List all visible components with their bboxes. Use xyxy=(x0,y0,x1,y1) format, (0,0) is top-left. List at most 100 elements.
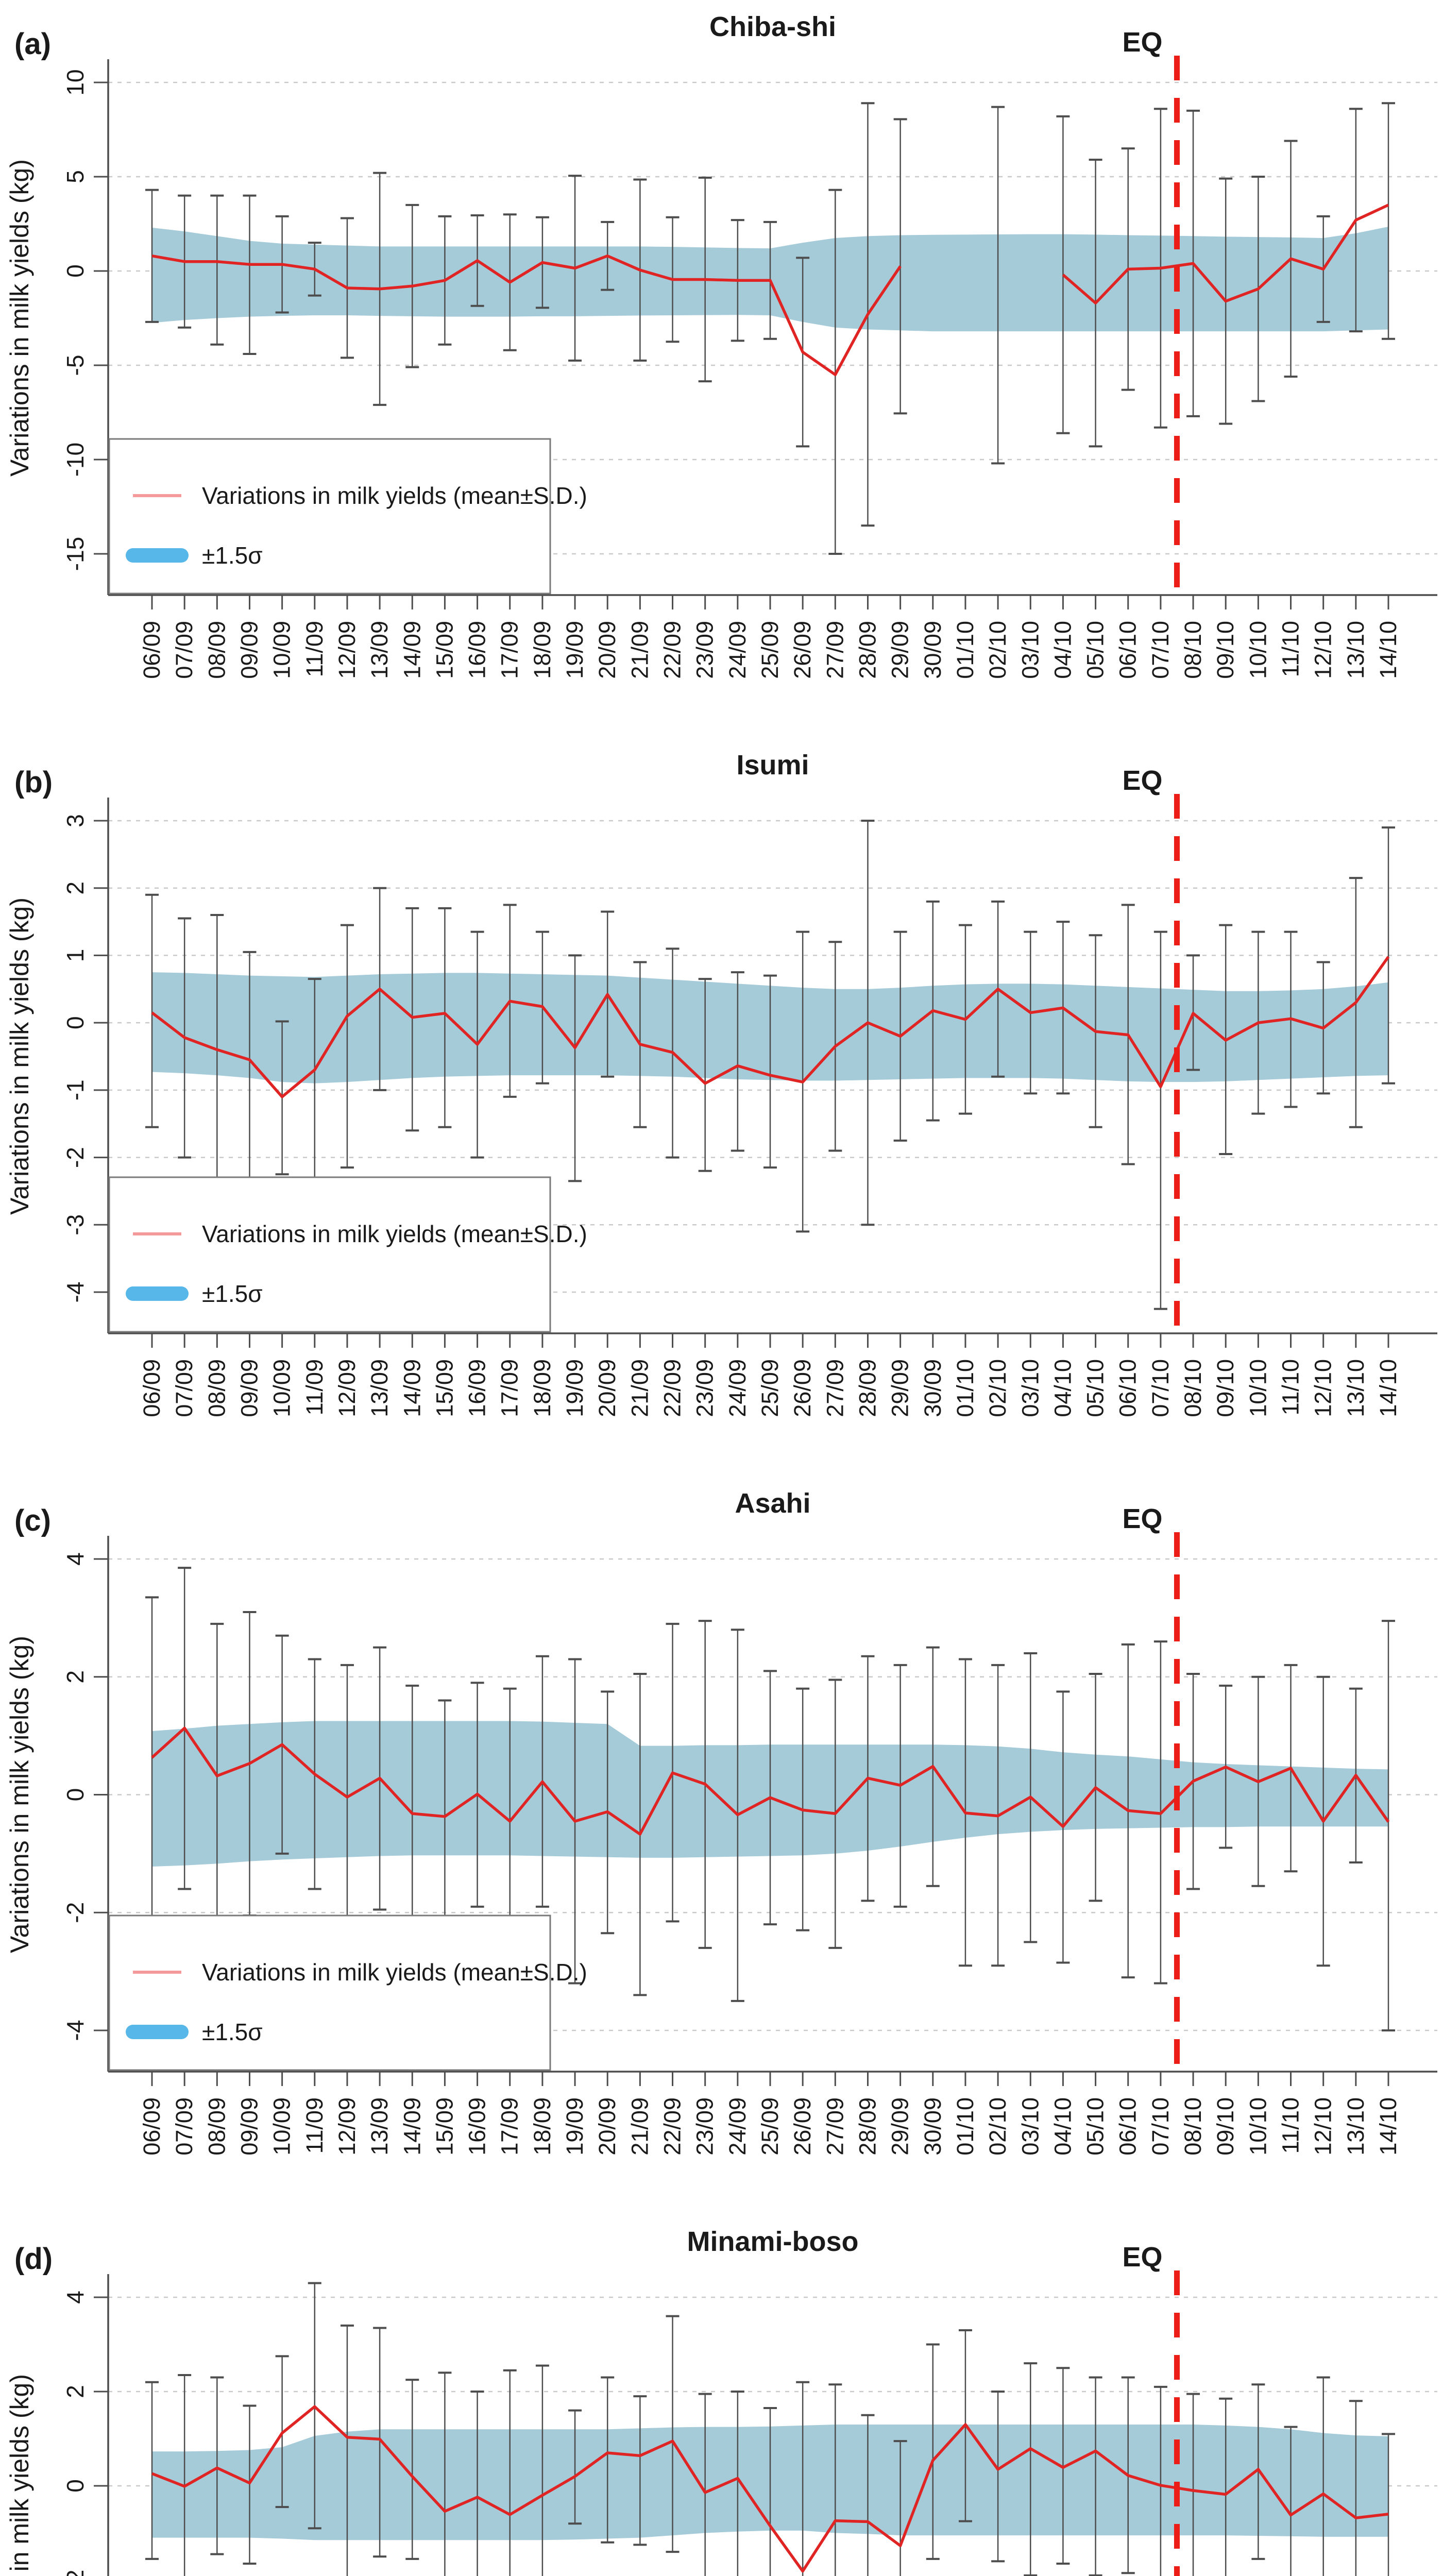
x-tick-label: 11/09 xyxy=(301,621,328,677)
x-tick-label: 14/10 xyxy=(1375,1359,1401,1417)
y-tick-label: 5 xyxy=(62,170,89,183)
legend-band-label: ±1.5σ xyxy=(202,1280,263,1307)
eq-annotation: EQ xyxy=(1122,27,1162,58)
eq-annotation: EQ xyxy=(1122,2242,1162,2273)
x-tick-label: 26/09 xyxy=(789,1359,816,1417)
y-tick-label: -2 xyxy=(62,1902,89,1923)
x-tick-label: 12/10 xyxy=(1310,621,1336,679)
x-tick-label: 06/09 xyxy=(139,621,165,679)
x-tick-label: 06/09 xyxy=(139,1359,165,1417)
legend-band-label: ±1.5σ xyxy=(202,2019,263,2045)
x-tick-label: 24/09 xyxy=(724,2097,751,2156)
chart-title: Isumi xyxy=(736,750,809,781)
legend-line-label: Variations in milk yields (mean±S.D.) xyxy=(202,482,587,509)
panel-asahi: 420-2-406/09 07/09 08/09 09/09 10/09 11/09 12/… xyxy=(5,1488,1437,2156)
legend: Variations in milk yields (mean±S.D.) ±1… xyxy=(108,1176,587,1333)
x-tick-label: 09/09 xyxy=(236,1359,262,1417)
x-tick-label: 30/09 xyxy=(920,2097,946,2156)
x-tick-label: 29/09 xyxy=(887,621,913,679)
chart-layer-d: 420-2-4-606/0907/0908/0909/0910/0911/091… xyxy=(62,2270,1437,2576)
x-tick-label: 12/10 xyxy=(1310,1359,1336,1417)
x-tick-label: 09/10 xyxy=(1212,1359,1238,1417)
legend: Variations in milk yields (mean±S.D.) ±1… xyxy=(108,438,587,595)
y-axis-label: Variations in milk yields (kg) xyxy=(5,897,34,1215)
y-tick-label: 1 xyxy=(62,949,89,962)
y-tick-label: -2 xyxy=(62,1147,89,1168)
mean-line xyxy=(151,2405,1389,2573)
x-tick-label: 28/09 xyxy=(854,621,880,679)
x-tick-label: 29/09 xyxy=(887,2097,913,2156)
x-tick-label: 17/09 xyxy=(497,621,523,679)
y-axis-label: Variations in milk yields (kg) xyxy=(5,159,34,477)
x-tick-label: 14/09 xyxy=(399,2097,425,2156)
x-tick-label: 11/09 xyxy=(301,2097,328,2154)
x-tick-label: 06/10 xyxy=(1115,621,1141,679)
mean-line xyxy=(151,254,902,377)
x-tick-label: 20/09 xyxy=(594,621,620,679)
x-tick-label: 27/09 xyxy=(822,2097,848,2156)
x-tick-label: 03/10 xyxy=(1017,2097,1043,2156)
legend-box xyxy=(108,1914,551,2071)
x-tick-label: 04/10 xyxy=(1049,1359,1076,1417)
x-tick-label: 10/09 xyxy=(269,621,295,679)
legend: Variations in milk yields (mean±S.D.) ±1… xyxy=(108,1914,587,2071)
x-tick-label: 11/10 xyxy=(1278,1359,1304,1415)
y-tick-label: 0 xyxy=(62,264,89,278)
legend-band-label: ±1.5σ xyxy=(202,542,263,569)
y-tick-label: -2 xyxy=(62,2570,89,2576)
eq-label-text: EQ xyxy=(1122,1503,1162,1534)
mean-line xyxy=(1062,204,1389,304)
x-tick-label: 06/09 xyxy=(139,2097,165,2156)
x-tick-label: 15/09 xyxy=(431,1359,457,1417)
eq-label-text: EQ xyxy=(1122,2242,1162,2273)
x-tick-label: 08/09 xyxy=(203,1359,230,1417)
eq-label-text: EQ xyxy=(1122,765,1162,796)
x-tick-label: 15/09 xyxy=(431,2097,457,2156)
x-tick-label: 07/09 xyxy=(171,2097,197,2156)
y-tick-label: 2 xyxy=(62,882,89,895)
x-tick-label: 20/09 xyxy=(594,1359,620,1417)
y-tick-label: 10 xyxy=(62,69,89,95)
x-tick-label: 14/10 xyxy=(1375,621,1401,679)
x-tick-label: 21/09 xyxy=(626,621,653,679)
x-tick-label: 07/10 xyxy=(1147,2097,1174,2156)
y-tick-label: -15 xyxy=(62,537,89,571)
y-axis-label: Variations in milk yields (kg) xyxy=(5,1636,34,1953)
y-tick-label: 2 xyxy=(62,2385,89,2398)
mean-line xyxy=(151,1726,1390,1836)
x-tick-label: 06/10 xyxy=(1115,2097,1141,2156)
x-tick-label: 16/09 xyxy=(464,621,490,679)
x-tick-label: 08/10 xyxy=(1180,1359,1206,1417)
x-tick-label: 29/09 xyxy=(887,1359,913,1417)
x-tick-label: 14/09 xyxy=(399,621,425,679)
x-tick-label: 16/09 xyxy=(464,1359,490,1417)
x-tick-label: 06/10 xyxy=(1115,1359,1141,1417)
x-tick-label: 12/09 xyxy=(334,2097,360,2156)
x-tick-label: 30/09 xyxy=(920,621,946,679)
x-tick-label: 18/09 xyxy=(529,621,555,679)
x-tick-label: 02/10 xyxy=(984,621,1011,679)
x-tick-label: 11/10 xyxy=(1278,621,1304,677)
x-tick-label: 01/10 xyxy=(952,2097,978,2156)
panel-letter: (b) xyxy=(14,766,53,799)
y-tick-label: 2 xyxy=(62,1670,89,1684)
y-tick-label: 4 xyxy=(62,1552,89,1566)
x-tick-label: 05/10 xyxy=(1082,1359,1109,1417)
x-tick-label: 04/10 xyxy=(1049,621,1076,679)
y-tick-label: -4 xyxy=(62,2020,89,2041)
x-tick-label: 13/10 xyxy=(1343,621,1369,679)
x-tick-label: 18/09 xyxy=(529,2097,555,2156)
legend-box xyxy=(108,438,551,595)
x-tick-label: 01/10 xyxy=(952,1359,978,1417)
x-tick-label: 22/09 xyxy=(659,1359,686,1417)
x-tick-label: 26/09 xyxy=(789,2097,816,2156)
eq-label-text: EQ xyxy=(1122,27,1162,58)
eq-annotation: EQ xyxy=(1122,1503,1162,1534)
x-tick-label: 17/09 xyxy=(497,1359,523,1417)
x-tick-label: 08/09 xyxy=(203,621,230,679)
x-tick-label: 10/09 xyxy=(269,2097,295,2156)
x-tick-label: 13/09 xyxy=(366,621,393,679)
y-tick-label: 0 xyxy=(62,1788,89,1802)
